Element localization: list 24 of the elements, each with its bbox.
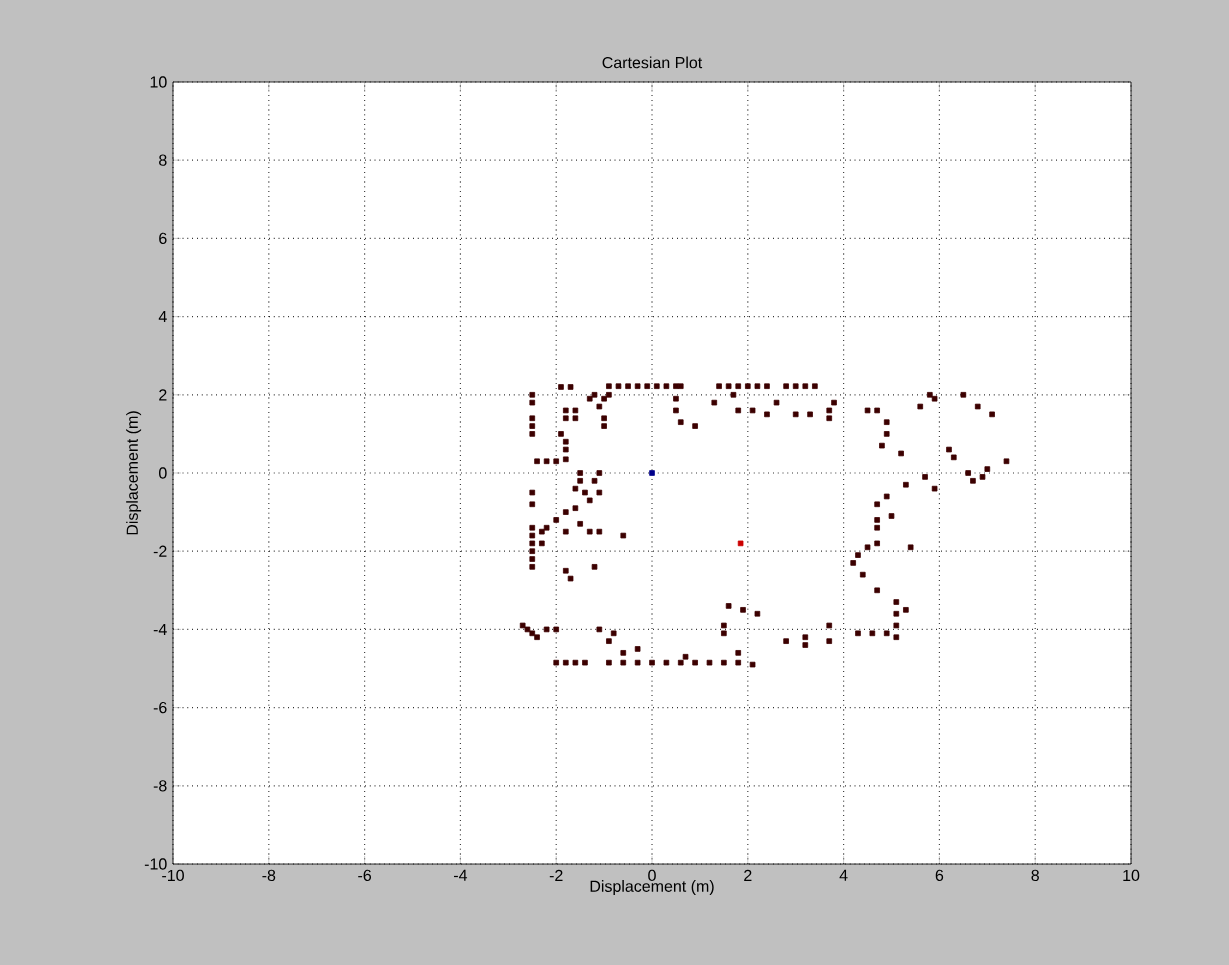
x-tick-label: 2: [744, 869, 752, 881]
y-axis-title: Displacement (m): [126, 411, 142, 535]
y-tick-label: 8: [159, 154, 167, 166]
x-tick-label: -2: [549, 869, 563, 881]
x-tick-label: -6: [358, 869, 372, 882]
y-tick-label: -2: [153, 545, 167, 557]
chart-title: Cartesian Plot: [602, 56, 703, 69]
y-tick-label: -8: [153, 780, 167, 792]
y-tick-label: 10: [150, 76, 167, 88]
x-tick-label: 4: [839, 869, 848, 881]
x-tick-label: -8: [262, 869, 276, 882]
y-tick-label: 0: [159, 467, 167, 479]
y-tick-label: 4: [158, 311, 167, 323]
x-tick-label: 6: [935, 869, 944, 882]
x-tick-label: 10: [1123, 869, 1140, 882]
y-tick-label: 6: [159, 232, 167, 245]
x-tick-label: -4: [454, 869, 468, 881]
y-tick-label: -10: [144, 858, 167, 870]
y-tick-label: 2: [159, 389, 167, 401]
y-tick-label: -6: [153, 701, 167, 714]
x-tick-label: 0: [648, 869, 656, 882]
y-tick-label: -4: [153, 623, 167, 635]
x-axis-title: Displacement (m): [590, 880, 714, 896]
x-tick-label: 8: [1031, 869, 1039, 882]
